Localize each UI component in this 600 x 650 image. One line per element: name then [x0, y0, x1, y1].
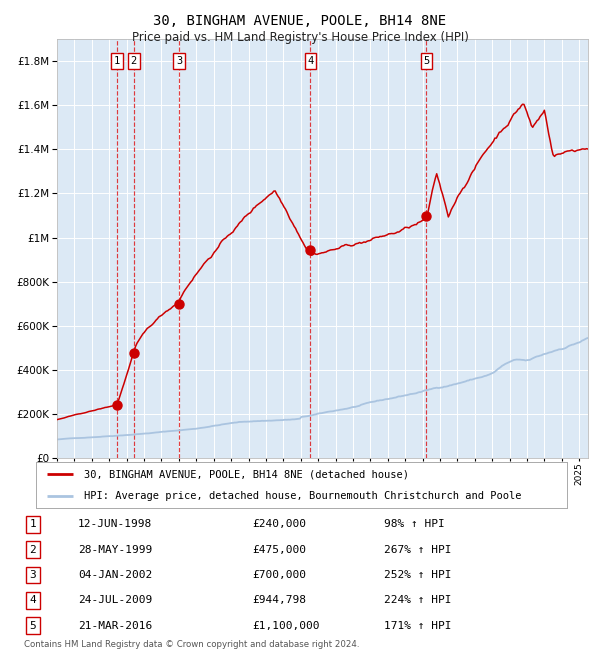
Text: 4: 4 — [29, 595, 37, 605]
Text: £700,000: £700,000 — [252, 570, 306, 580]
Text: 30, BINGHAM AVENUE, POOLE, BH14 8NE: 30, BINGHAM AVENUE, POOLE, BH14 8NE — [154, 14, 446, 29]
Text: HPI: Average price, detached house, Bournemouth Christchurch and Poole: HPI: Average price, detached house, Bour… — [84, 491, 521, 500]
Text: 3: 3 — [29, 570, 37, 580]
Text: £1,100,000: £1,100,000 — [252, 621, 320, 630]
Text: 2: 2 — [29, 545, 37, 554]
Text: 4: 4 — [307, 56, 314, 66]
Text: £475,000: £475,000 — [252, 545, 306, 554]
Text: 04-JAN-2002: 04-JAN-2002 — [78, 570, 152, 580]
Text: 224% ↑ HPI: 224% ↑ HPI — [384, 595, 452, 605]
Text: 267% ↑ HPI: 267% ↑ HPI — [384, 545, 452, 554]
Text: 98% ↑ HPI: 98% ↑ HPI — [384, 519, 445, 529]
Text: Contains HM Land Registry data © Crown copyright and database right 2024.
This d: Contains HM Land Registry data © Crown c… — [24, 640, 359, 650]
Text: £944,798: £944,798 — [252, 595, 306, 605]
Text: 2: 2 — [131, 56, 137, 66]
Text: 5: 5 — [29, 621, 37, 630]
Text: 252% ↑ HPI: 252% ↑ HPI — [384, 570, 452, 580]
Text: 12-JUN-1998: 12-JUN-1998 — [78, 519, 152, 529]
Text: £240,000: £240,000 — [252, 519, 306, 529]
Text: 1: 1 — [114, 56, 120, 66]
Text: 30, BINGHAM AVENUE, POOLE, BH14 8NE (detached house): 30, BINGHAM AVENUE, POOLE, BH14 8NE (det… — [84, 469, 409, 479]
Text: 1: 1 — [29, 519, 37, 529]
Text: 24-JUL-2009: 24-JUL-2009 — [78, 595, 152, 605]
Text: 5: 5 — [424, 56, 430, 66]
Text: 21-MAR-2016: 21-MAR-2016 — [78, 621, 152, 630]
Text: 3: 3 — [176, 56, 182, 66]
Text: 171% ↑ HPI: 171% ↑ HPI — [384, 621, 452, 630]
Text: Price paid vs. HM Land Registry's House Price Index (HPI): Price paid vs. HM Land Registry's House … — [131, 31, 469, 44]
Text: 28-MAY-1999: 28-MAY-1999 — [78, 545, 152, 554]
